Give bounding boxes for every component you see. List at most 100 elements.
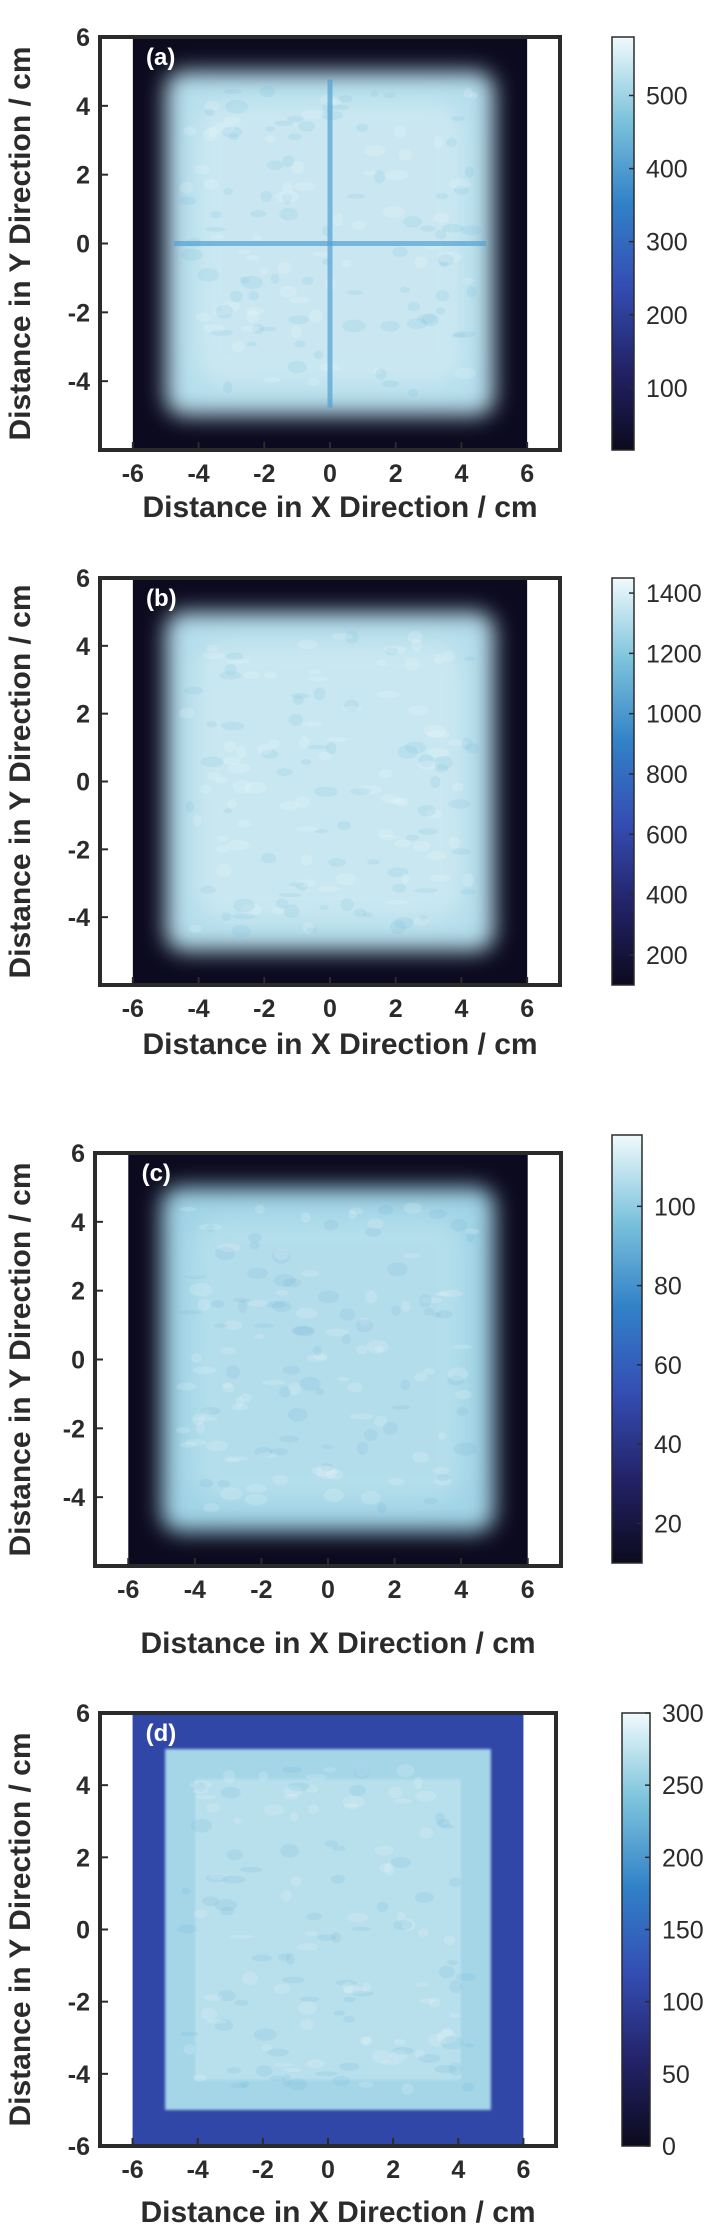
texture-spot bbox=[339, 1308, 356, 1321]
texture-spot bbox=[295, 826, 320, 832]
texture-spot bbox=[388, 1477, 405, 1486]
texture-spot bbox=[280, 1843, 299, 1858]
texture-spot bbox=[347, 193, 366, 199]
x-tick-label: 4 bbox=[451, 2156, 465, 2184]
texture-spot bbox=[206, 772, 221, 780]
texture-spot bbox=[318, 751, 332, 761]
texture-spot bbox=[397, 745, 418, 759]
texture-spot bbox=[223, 116, 242, 124]
texture-spot bbox=[414, 1892, 434, 1903]
texture-spot bbox=[415, 1982, 429, 1988]
texture-spot bbox=[451, 848, 472, 855]
texture-spot bbox=[176, 1382, 196, 1391]
y-tick-label: 6 bbox=[76, 1700, 90, 1728]
texture-spot bbox=[419, 1293, 432, 1308]
texture-spot bbox=[438, 1289, 463, 1298]
texture-spot bbox=[382, 1421, 398, 1435]
texture-spot bbox=[261, 2044, 272, 2052]
texture-spot bbox=[465, 742, 480, 754]
texture-spot bbox=[372, 367, 383, 375]
texture-spot bbox=[278, 1953, 291, 1961]
x-tick-label: -2 bbox=[253, 460, 275, 488]
texture-spot bbox=[365, 1290, 378, 1304]
texture-spot bbox=[232, 898, 255, 913]
texture-spot bbox=[351, 220, 366, 230]
texture-spot bbox=[434, 756, 453, 770]
texture-spot bbox=[181, 248, 203, 262]
texture-spot bbox=[381, 380, 400, 388]
x-tick-label: 2 bbox=[386, 2156, 400, 2184]
texture-spot bbox=[210, 329, 233, 337]
texture-spot bbox=[308, 676, 329, 682]
texture-spot bbox=[283, 1785, 303, 1797]
x-tick-label: 2 bbox=[389, 460, 403, 488]
texture-spot bbox=[426, 809, 443, 819]
texture-spot bbox=[256, 743, 272, 755]
texture-spot bbox=[235, 745, 247, 759]
y-tick-label: -4 bbox=[68, 904, 90, 932]
panel-label: (d) bbox=[146, 1720, 177, 1747]
texture-spot bbox=[285, 1952, 295, 1966]
x-tick-label: 4 bbox=[454, 995, 468, 1023]
texture-spot bbox=[423, 724, 446, 738]
texture-spot bbox=[402, 1253, 420, 1258]
texture-spot bbox=[193, 1909, 208, 1919]
texture-spot bbox=[282, 191, 292, 205]
y-tick-label: -4 bbox=[68, 2061, 90, 2089]
texture-spot bbox=[240, 275, 264, 290]
texture-spot bbox=[197, 268, 220, 282]
texture-spot bbox=[322, 1444, 334, 1450]
texture-spot bbox=[264, 135, 276, 143]
texture-spot bbox=[252, 235, 262, 241]
texture-spot bbox=[215, 1246, 236, 1261]
texture-spot bbox=[291, 1326, 314, 1336]
texture-spot bbox=[255, 2065, 273, 2077]
texture-spot bbox=[237, 819, 252, 828]
texture-spot bbox=[215, 304, 234, 319]
texture-spot bbox=[279, 285, 297, 298]
colorbar-tick-label: 1400 bbox=[646, 580, 702, 608]
texture-spot bbox=[375, 368, 387, 380]
texture-spot bbox=[440, 1824, 455, 1829]
texture-spot bbox=[248, 1232, 262, 1243]
heatmap-panel-c: -6 -4 -2 0 2 4 6 -4 -2 0 2 4 6 Distance in X Directio… bbox=[0, 1100, 709, 1670]
texture-spot bbox=[463, 2043, 475, 2048]
texture-spot bbox=[179, 707, 195, 719]
texture-spot bbox=[317, 1934, 337, 1941]
texture-spot bbox=[362, 912, 373, 918]
field-texture bbox=[175, 1202, 479, 1514]
texture-spot bbox=[358, 2081, 374, 2088]
texture-spot bbox=[223, 1320, 242, 1331]
x-tick-label: -6 bbox=[117, 1576, 139, 1604]
texture-spot bbox=[219, 671, 242, 680]
texture-spot bbox=[414, 1776, 423, 1790]
texture-spot bbox=[372, 2049, 392, 2064]
texture-spot bbox=[441, 224, 464, 233]
texture-spot bbox=[367, 859, 380, 865]
colorbar-tick-label: 100 bbox=[646, 375, 688, 403]
x-tick-label: -6 bbox=[122, 460, 144, 488]
texture-spot bbox=[226, 2067, 242, 2074]
texture-spot bbox=[268, 739, 280, 749]
texture-spot bbox=[246, 309, 260, 324]
texture-spot bbox=[337, 1376, 350, 1382]
x-tick-label: -4 bbox=[187, 995, 209, 1023]
texture-spot bbox=[379, 835, 400, 840]
texture-spot bbox=[254, 1333, 265, 1340]
y-axis-label: Distance in Y Direction / cm bbox=[4, 584, 37, 978]
y-tick-label: -4 bbox=[63, 1484, 85, 1512]
texture-spot bbox=[394, 839, 411, 848]
texture-spot bbox=[404, 657, 420, 672]
texture-spot bbox=[436, 2029, 457, 2044]
colorbar-tick-label: 60 bbox=[654, 1352, 682, 1380]
field-core bbox=[191, 1217, 465, 1502]
y-tick-label: -4 bbox=[68, 368, 90, 396]
texture-spot bbox=[244, 1493, 268, 1506]
texture-spot bbox=[412, 840, 431, 852]
texture-spot bbox=[334, 2010, 346, 2016]
texture-spot bbox=[349, 1207, 364, 1215]
texture-spot bbox=[336, 872, 357, 886]
texture-spot bbox=[359, 2036, 372, 2045]
y-tick-label: -2 bbox=[68, 299, 90, 327]
texture-spot bbox=[291, 325, 302, 338]
